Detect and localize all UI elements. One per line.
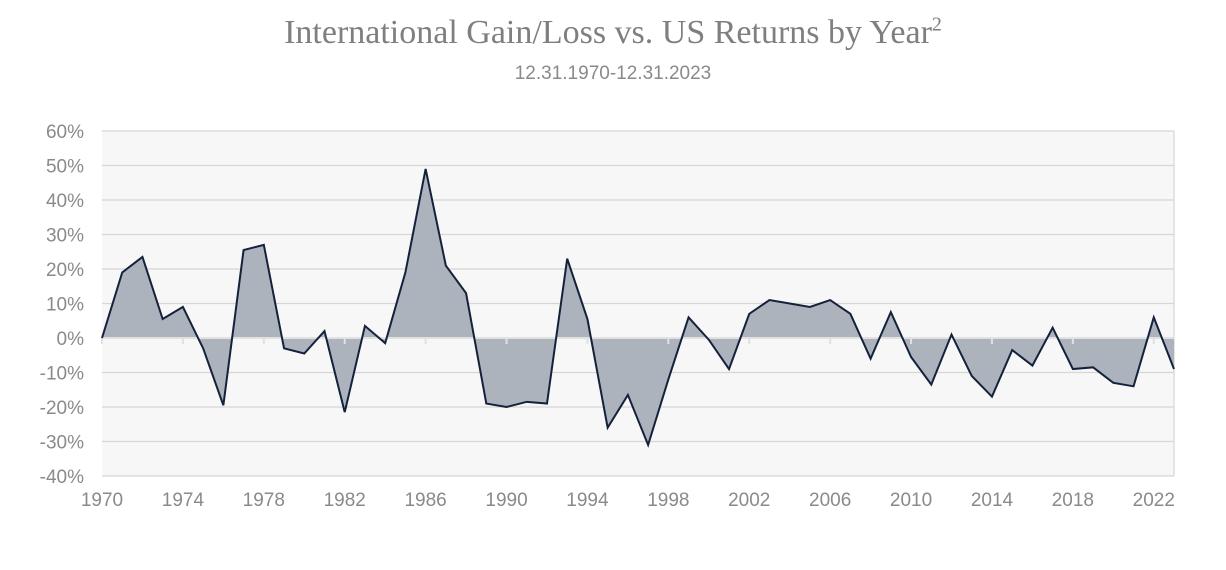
- x-tick-label: 2010: [890, 490, 932, 511]
- x-tick-label: 2014: [971, 490, 1014, 511]
- y-tick-label: 60%: [46, 122, 84, 143]
- y-tick-label: 50%: [46, 157, 84, 178]
- line-series: [101, 168, 1175, 448]
- y-tick-label: 20%: [46, 260, 84, 281]
- chart-subtitle: 12.31.1970-12.31.2023: [514, 63, 712, 84]
- x-tick-label: 1990: [485, 490, 527, 511]
- chart-title-text: International Gain/Loss vs. US Returns b…: [284, 14, 932, 51]
- x-tick-label: 2018: [1052, 490, 1094, 511]
- area-series: [102, 168, 1174, 445]
- y-tick-label: -30%: [40, 433, 84, 454]
- x-tick-label: 2022: [1133, 490, 1175, 511]
- y-tick-label: 10%: [46, 295, 84, 316]
- x-tick-label: 2002: [728, 490, 770, 511]
- x-tick-label: 1986: [404, 490, 446, 511]
- x-tick-label: 1982: [324, 490, 366, 511]
- chart-title: International Gain/Loss vs. US Returns b…: [0, 14, 1226, 52]
- x-tick-label: 1998: [647, 490, 689, 511]
- y-axis-ticks: 60% 50% 40% 30% 20% 10% 0% -10% -20% -30% -40%: [40, 122, 84, 488]
- series-line: [101, 168, 1175, 448]
- y-tick-label: 30%: [46, 226, 84, 247]
- x-axis-ticks: 1970 1974 1978 1982 1986 1990 1994 1998 2002 2006…: [81, 490, 1175, 511]
- y-tick-label: -20%: [40, 398, 84, 419]
- x-tick-label: 1970: [81, 490, 123, 511]
- x-tick-label: 1974: [162, 490, 205, 511]
- area-fill: [102, 168, 1174, 445]
- x-tick-label: 2006: [809, 490, 851, 511]
- x-tick-label: 1978: [243, 490, 285, 511]
- y-tick-label: 0%: [57, 329, 85, 350]
- y-tick-label: -10%: [40, 364, 84, 385]
- zero-axis: [101, 337, 1174, 344]
- y-tick-label: -40%: [40, 467, 84, 488]
- chart-title-footnote: 2: [931, 13, 942, 36]
- x-tick-label: 1994: [566, 490, 609, 511]
- y-tick-label: 40%: [46, 191, 84, 212]
